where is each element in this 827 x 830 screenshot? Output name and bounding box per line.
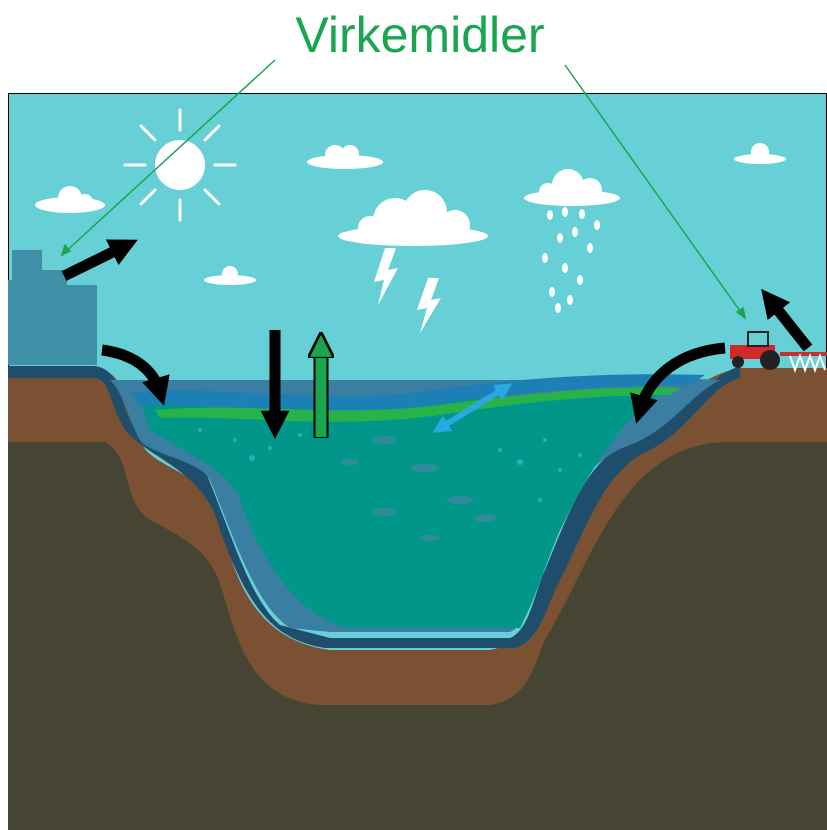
- title: Virkemidler: [295, 7, 544, 63]
- page: Virkemidler: [0, 0, 827, 830]
- scene: [8, 94, 827, 830]
- diagram: Virkemidler: [0, 0, 827, 830]
